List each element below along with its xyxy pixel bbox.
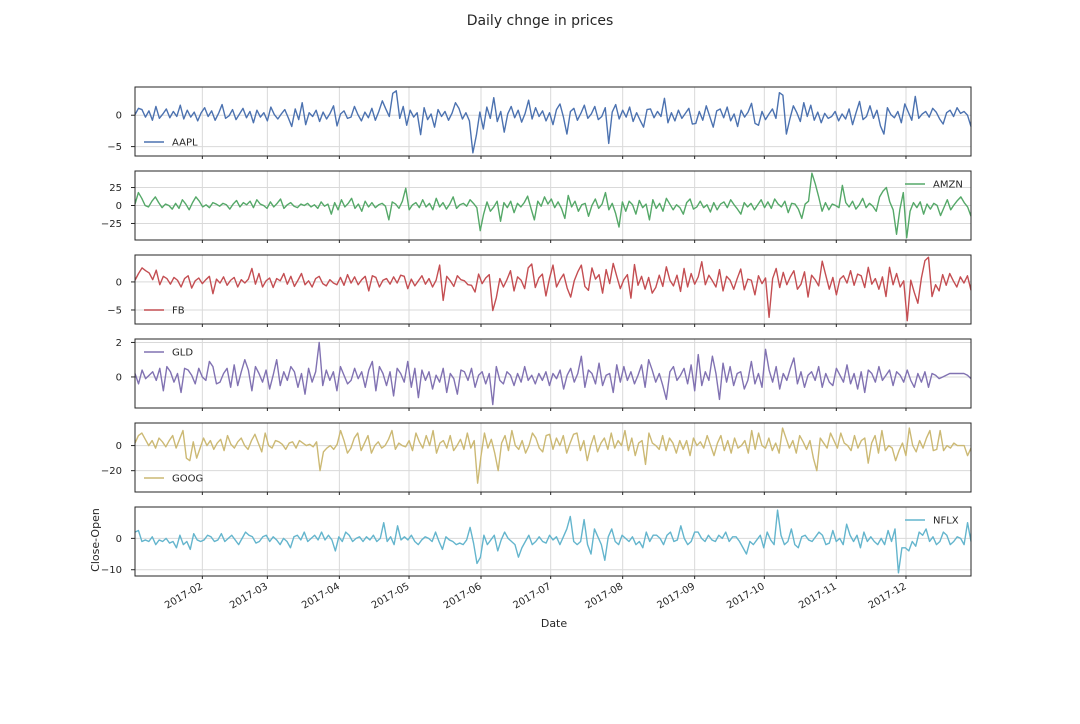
y-tick-label: −25 [101,219,122,230]
legend-aapl: AAPL [144,138,198,149]
x-tick-label: 2017-06 [442,581,484,611]
subplot-aapl: 0 −5 AAPL [107,86,972,159]
legend-label: AAPL [172,138,198,149]
y-tick-label: −5 [107,305,122,316]
legend-goog: GOOG [144,474,203,485]
x-tick-label: 2017-09 [655,581,697,611]
series-line-goog [134,427,972,484]
y-tick-label: 25 [109,183,122,194]
x-tick-label: 2017-10 [725,581,767,611]
y-tick-label: 0 [116,277,122,288]
plot-frame [134,338,972,409]
y-tick-label: −5 [107,142,122,153]
subplot-amzn: 25 0 −25 AMZN [101,170,972,243]
plot-frame [134,422,972,493]
series-line-fb [134,256,972,322]
series-line-nflx [134,509,972,574]
x-tick-label: 2017-12 [867,581,909,611]
y-tick-label: 0 [116,372,122,383]
y-tick-label: 0 [116,441,122,452]
y-tick-label: 0 [116,201,122,212]
series-line-amzn [134,172,972,239]
y-tick-label: −20 [101,466,122,477]
y-axis-label: Close-Open [89,508,102,572]
subplot-goog: 0 −20 GOOG [101,422,972,495]
legend-label: AMZN [933,180,963,191]
subplots-group: 0 −5 AAPL 25 0 −25 AMZN 0 −5 FB 2 0 GLD 0 −20 GOOG 0 −10 N… [101,86,972,579]
x-tick-label: 2017-05 [370,581,412,611]
plot-frame [134,170,972,241]
x-tick-label: 2017-07 [511,581,553,611]
plot-frame [134,86,972,157]
legend-label: NFLX [933,516,959,527]
y-tick-label: 0 [116,111,122,122]
legend-label: GOOG [172,474,203,485]
chart-title: Daily chnge in prices [467,13,614,29]
legend-nflx: NFLX [905,516,959,527]
y-tick-label: −10 [101,565,122,576]
x-axis: 2017-02 2017-03 2017-04 2017-05 2017-06 2017-… [163,581,908,611]
y-tick-label: 0 [116,534,122,545]
x-tick-label: 2017-11 [797,581,839,611]
x-axis-label: Date [541,617,568,630]
legend-gld: GLD [144,348,193,359]
legend-label: GLD [172,348,193,359]
legend-amzn: AMZN [905,180,963,191]
legend-label: FB [172,306,185,317]
subplot-fb: 0 −5 FB [107,254,972,327]
subplot-gld: 2 0 GLD [116,338,972,411]
plot-frame [134,254,972,325]
x-tick-label: 2017-08 [583,581,625,611]
legend-fb: FB [144,306,185,317]
subplot-nflx: 0 −10 NFLX [101,506,972,579]
y-tick-label: 2 [116,338,122,349]
x-tick-label: 2017-03 [228,581,270,611]
x-tick-label: 2017-04 [300,581,342,611]
series-line-gld [134,341,972,406]
plot-frame [134,506,972,577]
series-line-aapl [134,90,972,154]
x-tick-label: 2017-02 [163,581,205,611]
